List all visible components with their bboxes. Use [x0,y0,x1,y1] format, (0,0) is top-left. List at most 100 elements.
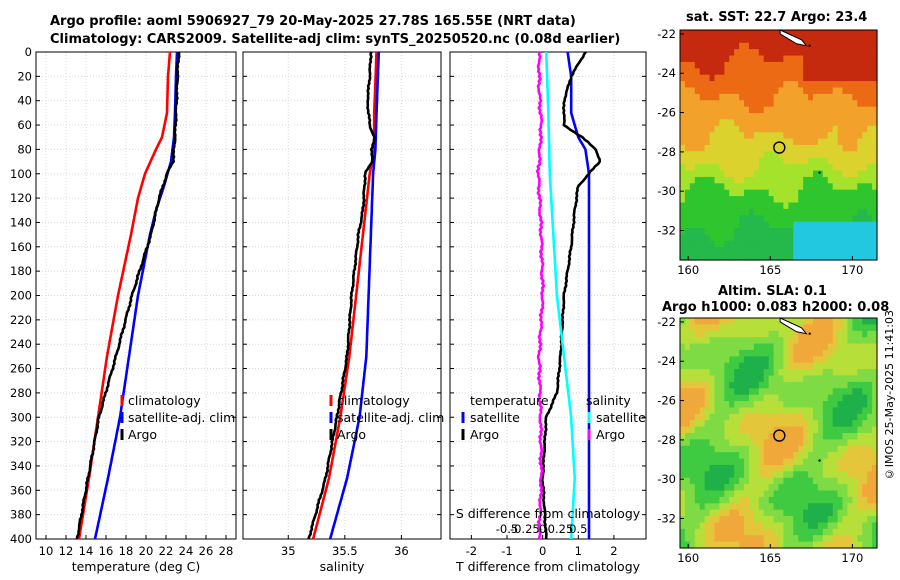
map-y-tick-label: -22 [657,27,676,41]
x-tick-label: 10 [39,544,54,558]
map-y-tick-label: -28 [657,433,676,447]
y-tick-label: 120 [10,191,32,205]
y-tick-label: 140 [10,215,32,229]
series-line-argo [75,52,181,540]
island-marker [808,332,811,335]
map-x-tick-label: 165 [759,551,781,565]
x-tick-label: 12 [59,544,74,558]
x-tick-label: 35.5 [332,544,358,558]
axes-frame [242,51,442,540]
y-tick-label: 240 [10,337,32,351]
map-y-tick-label: -26 [657,106,676,120]
map-y-tick-label: -30 [657,472,676,486]
island-marker [818,459,821,462]
map-sla_map [679,317,878,549]
series-line-climatology [311,51,378,540]
x-tick-label: 24 [179,544,194,558]
map-y-tick-label: -32 [657,512,676,526]
map-y-tick-label: -24 [657,66,676,80]
y-tick-label: 40 [17,94,32,108]
map-y-tick-label: -32 [657,224,676,238]
y-tick-label: 200 [10,289,32,303]
map-y-tick-label: -30 [657,184,676,198]
map-sst_map [679,29,878,261]
top-x-tick-label: -0.25 [510,522,540,536]
x-axis-label: temperature (deg C) [72,559,201,574]
top-x-tick-label: 0.25 [548,522,574,536]
y-tick-label: 400 [10,532,32,546]
map-x-tick-label: 160 [677,263,699,277]
island-marker [808,44,811,47]
legend-label: Argo [470,427,499,442]
legend-label: satellite-adj. clim [337,410,444,425]
legend-label: climatology [337,393,410,408]
map-x-tick-label: 170 [841,551,863,565]
x-axis-label: salinity [320,559,365,574]
legend-title-temperature: temperature [470,393,549,408]
y-tick-label: 80 [17,142,32,156]
map-x-tick-label: 170 [841,263,863,277]
x-tick-label: 22 [159,544,174,558]
title-line-2: Climatology: CARS2009. Satellite-adj cli… [50,32,621,47]
y-tick-label: 360 [10,483,32,497]
coastline [779,29,808,47]
argo-float-marker [773,141,786,154]
map-frame [679,317,878,549]
top-x-axis-label: S difference from climatology [456,506,641,521]
x-axis-label: T difference from climatology [455,559,641,574]
x-tick-label: -1 [501,544,512,558]
x-tick-label: 14 [79,544,94,558]
x-tick-label: 26 [199,544,214,558]
map-y-tick-label: -26 [657,394,676,408]
legend-title-salinity: salinity [586,393,631,408]
map-y-tick-label: -28 [657,145,676,159]
y-tick-label: 280 [10,386,32,400]
legend-label: satellite [470,410,520,425]
y-tick-label: 300 [10,410,32,424]
x-tick-label: 1 [575,544,582,558]
y-tick-label: 100 [10,167,32,181]
top-x-tick-label: -0.5 [496,522,518,536]
sla-map-title: Altim. SLA: 0.1 [718,284,827,299]
x-tick-label: 2 [610,544,617,558]
top-x-tick-label: 0 [539,522,546,536]
axes-frame [449,51,647,540]
y-tick-label: 320 [10,435,32,449]
legend-label: climatology [128,393,201,408]
y-tick-label: 260 [10,362,32,376]
x-tick-label: 20 [139,544,154,558]
y-tick-label: 220 [10,313,32,327]
map-x-tick-label: 165 [759,263,781,277]
x-tick-label: 16 [99,544,114,558]
legend-label: Argo [337,427,366,442]
x-tick-label: 35 [281,544,296,558]
legend-label: Argo [128,427,157,442]
y-tick-label: 180 [10,264,32,278]
series-line-satellite-adj-clim [328,51,381,540]
y-tick-label: 340 [10,459,32,473]
title-line-1: Argo profile: aoml 5906927_79 20-May-202… [50,14,576,29]
x-tick-label: 36 [394,544,409,558]
argo-float-marker [773,429,786,442]
axes-frame [35,51,237,540]
map-frame [679,29,878,261]
y-tick-label: 20 [17,69,32,83]
legend-label: satellite-adj. clim [128,410,235,425]
top-x-tick-label: 0.5 [569,522,587,536]
island-marker [818,171,821,174]
x-tick-label: 18 [119,544,134,558]
y-tick-label: 160 [10,240,32,254]
sla-map-subtitle: Argo h1000: 0.083 h2000: 0.08 [662,300,890,315]
legend-label: satellite [596,410,646,425]
map-y-tick-label: -22 [657,315,676,329]
series-line-argo [307,51,377,540]
y-tick-label: 0 [25,45,32,59]
y-tick-label: 380 [10,508,32,522]
y-tick-label: 60 [17,118,32,132]
x-tick-label: 28 [219,544,234,558]
x-tick-label: 0 [539,544,546,558]
x-tick-label: -2 [466,544,477,558]
series-line-s-argo [535,51,546,540]
map-x-tick-label: 160 [677,551,699,565]
